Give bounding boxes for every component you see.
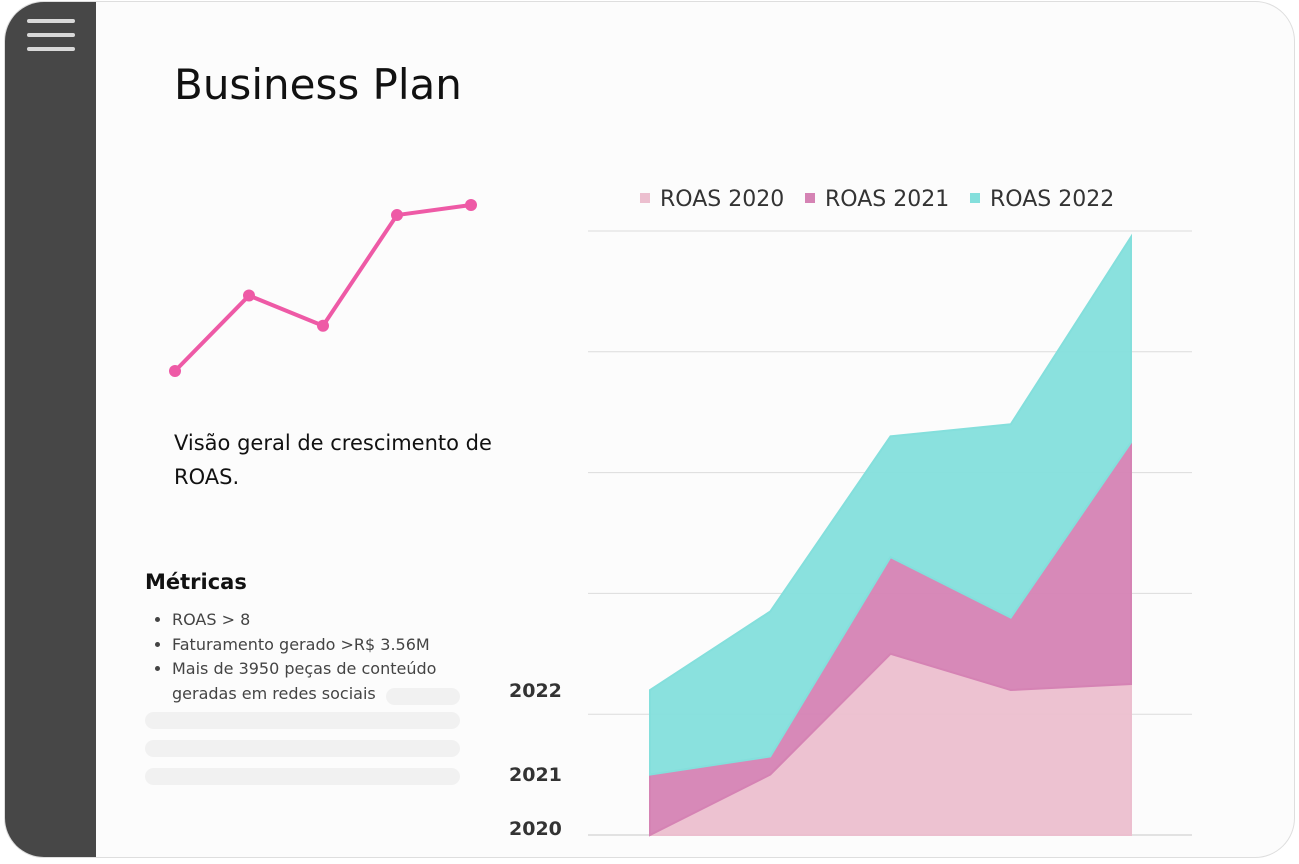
annotation: 2021 [509,764,562,786]
description: Visão geral de crescimento de ROAS. [174,431,492,489]
placeholder [145,740,460,757]
metric-item: ROAS > 8 [172,608,465,633]
sidebar [5,2,96,857]
legend-marker [640,193,650,203]
page-title: Business Plan [174,60,462,109]
line-point [243,289,255,302]
placeholder [145,712,460,729]
placeholder [386,688,460,705]
area [649,233,1132,776]
menu-icon[interactable] [27,19,75,23]
metric-item: Mais de 3950 peças de conteúdo geradas e… [172,657,465,706]
annotation: 2020 [509,818,562,840]
line [173,203,472,373]
legend-marker [970,193,980,203]
legend-label: ROAS 2021 [825,187,949,212]
line-point [391,209,403,222]
metrics-list: ROAS > 8Faturamento gerado >R$ 3.56MMais… [145,608,465,706]
line-point [465,199,477,211]
metrics-title: Métricas [145,570,247,594]
metric-item: Faturamento gerado >R$ 3.56M [172,633,465,658]
legend-label: ROAS 2020 [660,187,784,212]
annotation: 2022 [509,680,562,702]
placeholder [145,768,460,785]
menu-icon[interactable] [27,33,75,37]
legend-marker [805,193,815,203]
menu-icon[interactable] [27,47,75,51]
legend-label: ROAS 2022 [990,187,1114,212]
line-point [317,319,329,332]
line-point [169,365,181,377]
